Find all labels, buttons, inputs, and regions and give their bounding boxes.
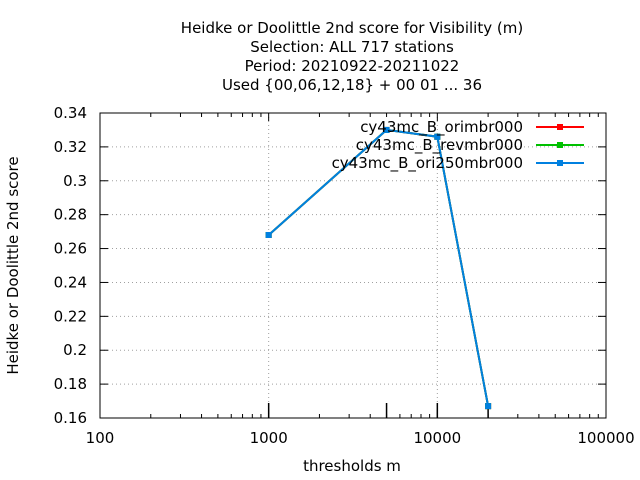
y-axis-label: Heidke or Doolittle 2nd score [4,156,22,374]
y-tick-label: 0.22 [54,307,87,325]
y-tick-label: 0.18 [54,375,87,393]
y-tick-label: 0.32 [54,138,87,156]
title-line-2: Selection: ALL 717 stations [250,38,454,56]
x-tick-label: 100000 [577,429,634,447]
y-tick-label: 0.24 [54,273,87,291]
title-line-4: Used {00,06,12,18} + 00 01 ... 36 [222,76,482,94]
legend-label: cy43mc_B_revmbr000 [356,136,523,155]
legend-swatch-marker [557,142,563,148]
data-point [485,403,492,410]
x-tick-labels: 100 1000 10000 100000 [86,429,635,447]
x-axis-label: thresholds m [303,457,401,475]
legend-item-3: cy43mc_B_ori250mbr000 [332,154,584,173]
title-line-3: Period: 20210922-20211022 [245,57,460,75]
y-tick-label: 0.26 [54,240,87,258]
title-line-1: Heidke or Doolittle 2nd score for Visibi… [181,19,523,37]
data-point [265,232,272,238]
legend-swatch-marker [557,160,563,166]
y-tick-label: 0.16 [54,409,87,427]
y-tick-label: 0.2 [63,341,87,359]
series [265,126,492,410]
y-tick-label: 0.28 [54,206,87,224]
x-tick-label: 100 [86,429,115,447]
legend-label: cy43mc_B_ori250mbr000 [332,154,523,173]
plot-frame [99,112,607,419]
legend-swatch-marker [557,124,563,130]
chart-title: Heidke or Doolittle 2nd score for Visibi… [181,19,523,94]
legend-label: cy43mc_B_orimbr000 [360,118,523,137]
grid [100,113,606,418]
y-tick-label: 0.3 [63,172,87,190]
data-point [434,133,441,140]
x-tick-label: 1000 [250,429,288,447]
legend-item-2: cy43mc_B_revmbr000 [356,136,584,155]
series-3 [265,126,492,410]
y-tick-labels: 0.16 0.18 0.2 0.22 0.24 0.26 0.28 0.3 0.32 0.34 [54,104,87,427]
legend-item-1: cy43mc_B_orimbr000 [360,118,584,137]
y-tick-label: 0.34 [54,104,87,122]
data-point [383,126,390,133]
legend: cy43mc_B_orimbr000cy43mc_B_revmbr000cy43… [332,118,584,173]
x-tick-label: 10000 [413,429,461,447]
series-line [268,128,490,407]
